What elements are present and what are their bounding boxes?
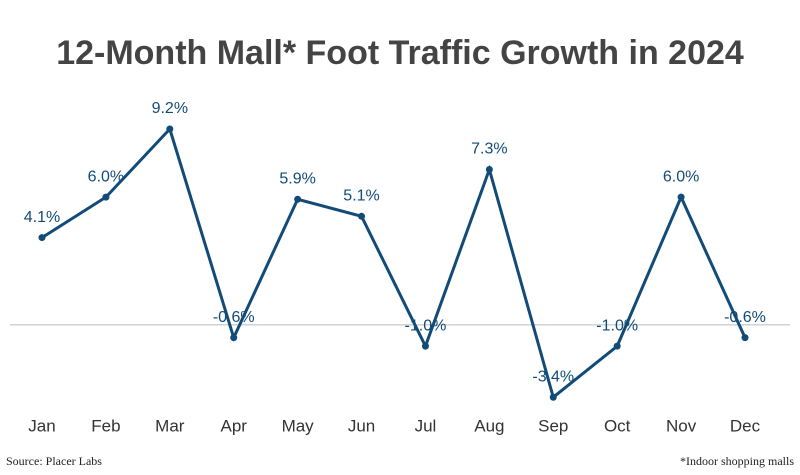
value-label: -0.6% <box>213 309 255 326</box>
footnote: *Indoor shopping malls <box>680 454 794 468</box>
value-label: 4.1% <box>24 209 60 226</box>
value-label: -3.4% <box>532 368 574 385</box>
point <box>294 195 302 203</box>
x-tick-label: Aug <box>474 416 504 435</box>
x-tick-label: Mar <box>155 416 185 435</box>
x-tick-label: Dec <box>730 416 761 435</box>
chart-title: 12-Month Mall* Foot Traffic Growth in 20… <box>56 34 744 72</box>
value-label: -0.6% <box>724 309 766 326</box>
x-tick-label: Jul <box>415 416 437 435</box>
point <box>549 393 557 401</box>
x-tick-label: Feb <box>91 416 120 435</box>
x-tick-label: May <box>282 416 315 435</box>
x-tick-label: Sep <box>538 416 568 435</box>
point <box>421 342 429 350</box>
point <box>358 212 366 220</box>
value-label: -1.0% <box>405 317 447 334</box>
x-tick-label: Nov <box>666 416 697 435</box>
point <box>230 334 238 342</box>
point <box>166 125 174 133</box>
point <box>613 342 621 350</box>
point <box>485 165 493 173</box>
source: Source: Placer Labs <box>6 454 102 468</box>
value-label: 7.3% <box>471 141 507 158</box>
point <box>102 193 110 201</box>
line <box>41 126 747 400</box>
x-tick-label: Oct <box>604 416 631 435</box>
x-tick-label: Jun <box>348 416 375 435</box>
value-label: -1.0% <box>596 317 638 334</box>
x-tick-label: Jan <box>28 416 55 435</box>
value-label: 5.1% <box>343 188 379 205</box>
value-label: 6.0% <box>88 168 124 185</box>
point <box>677 193 685 201</box>
point <box>38 234 46 242</box>
value-label: 6.0% <box>663 168 699 185</box>
x-tick-label: Apr <box>220 416 247 435</box>
value-label: 9.2% <box>152 100 188 117</box>
value-label: 5.9% <box>279 170 315 187</box>
point <box>741 334 749 342</box>
